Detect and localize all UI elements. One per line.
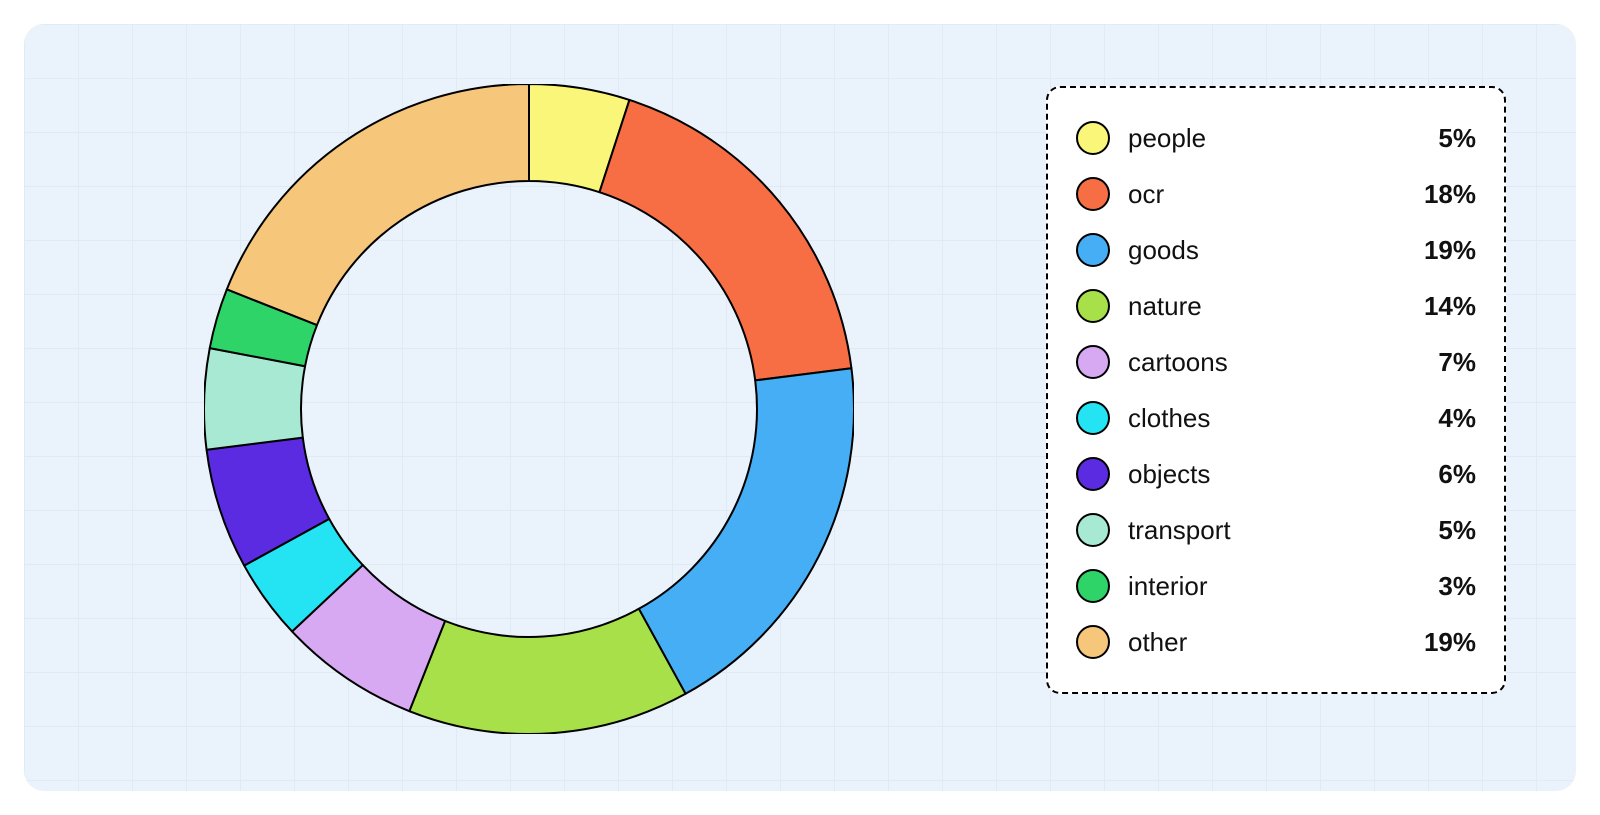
donut-slice-nature	[409, 609, 685, 734]
legend-row-objects: objects6%	[1076, 446, 1476, 502]
legend-row-people: people5%	[1076, 110, 1476, 166]
legend-value: 5%	[1438, 515, 1476, 546]
legend-row-clothes: clothes4%	[1076, 390, 1476, 446]
legend-label: nature	[1128, 291, 1424, 322]
legend-label: cartoons	[1128, 347, 1438, 378]
legend-label: goods	[1128, 235, 1424, 266]
legend-label: transport	[1128, 515, 1438, 546]
donut-slice-ocr	[599, 100, 851, 381]
legend-row-other: other19%	[1076, 614, 1476, 670]
legend-label: people	[1128, 123, 1438, 154]
legend-row-nature: nature14%	[1076, 278, 1476, 334]
legend-swatch-nature	[1076, 289, 1110, 323]
legend-label: clothes	[1128, 403, 1438, 434]
legend-swatch-other	[1076, 625, 1110, 659]
legend-swatch-people	[1076, 121, 1110, 155]
legend-box: people5%ocr18%goods19%nature14%cartoons7…	[1046, 86, 1506, 694]
legend-value: 14%	[1424, 291, 1476, 322]
legend-label: ocr	[1128, 179, 1424, 210]
legend-value: 3%	[1438, 571, 1476, 602]
legend-row-transport: transport5%	[1076, 502, 1476, 558]
legend-label: objects	[1128, 459, 1438, 490]
legend-swatch-objects	[1076, 457, 1110, 491]
legend-value: 7%	[1438, 347, 1476, 378]
legend-row-cartoons: cartoons7%	[1076, 334, 1476, 390]
legend-value: 19%	[1424, 235, 1476, 266]
legend-swatch-clothes	[1076, 401, 1110, 435]
legend-value: 6%	[1438, 459, 1476, 490]
legend-label: other	[1128, 627, 1424, 658]
legend-swatch-ocr	[1076, 177, 1110, 211]
legend-value: 18%	[1424, 179, 1476, 210]
legend-label: interior	[1128, 571, 1438, 602]
legend-value: 4%	[1438, 403, 1476, 434]
donut-chart	[204, 84, 854, 734]
legend-row-goods: goods19%	[1076, 222, 1476, 278]
legend-swatch-goods	[1076, 233, 1110, 267]
donut-slice-other	[227, 84, 529, 325]
chart-card: people5%ocr18%goods19%nature14%cartoons7…	[24, 24, 1576, 791]
legend-row-ocr: ocr18%	[1076, 166, 1476, 222]
legend-swatch-transport	[1076, 513, 1110, 547]
legend-value: 19%	[1424, 627, 1476, 658]
legend-value: 5%	[1438, 123, 1476, 154]
legend-swatch-cartoons	[1076, 345, 1110, 379]
donut-slice-goods	[639, 368, 854, 694]
legend-row-interior: interior3%	[1076, 558, 1476, 614]
legend-swatch-interior	[1076, 569, 1110, 603]
donut-svg	[204, 84, 854, 734]
